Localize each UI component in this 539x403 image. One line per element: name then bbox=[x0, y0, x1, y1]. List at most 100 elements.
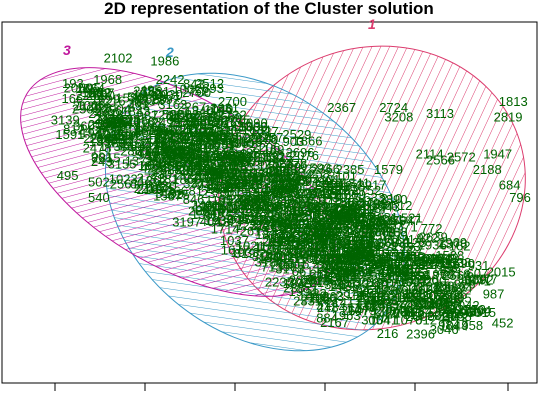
point-mark: 1634 bbox=[242, 122, 271, 137]
point-mark: 1313 bbox=[272, 204, 301, 219]
point-mark: 732 bbox=[221, 148, 243, 163]
point-mark: 3003 bbox=[303, 187, 332, 202]
point-mark: 2775 bbox=[221, 112, 250, 127]
point-mark: 696 bbox=[193, 128, 215, 143]
point-mark: 665 bbox=[314, 239, 336, 254]
point-mark: 2982 bbox=[347, 225, 376, 240]
point-mark: 962 bbox=[89, 86, 111, 101]
point-mark: 2083 bbox=[201, 148, 230, 163]
point-mark: 2519 bbox=[182, 120, 211, 135]
point-mark: 192 bbox=[345, 198, 367, 213]
point-mark: 2810 bbox=[301, 272, 330, 287]
point-mark: 2463 bbox=[394, 305, 423, 320]
point-mark: 2857 bbox=[176, 167, 205, 182]
point-label-2: 1968 bbox=[93, 72, 122, 87]
point-mark: 1880 bbox=[148, 178, 177, 193]
point-mark: 1266 bbox=[159, 184, 188, 199]
point-mark: 2315 bbox=[286, 236, 315, 251]
point-mark: 2070 bbox=[365, 275, 394, 290]
point-mark: 1591 bbox=[55, 127, 84, 142]
point-mark: 1274 bbox=[366, 259, 395, 274]
point-mark: 987 bbox=[483, 287, 505, 302]
point-mark: 1939 bbox=[138, 158, 167, 173]
point-mark: 572 bbox=[131, 144, 153, 159]
point-label-29: 763 bbox=[353, 246, 375, 261]
point-mark: 965 bbox=[283, 260, 305, 275]
point-mark: 1348 bbox=[298, 247, 327, 262]
point-mark: 307 bbox=[388, 264, 410, 279]
point-mark: 1582 bbox=[262, 199, 291, 214]
point-mark: 222 bbox=[305, 286, 327, 301]
point-mark: 645 bbox=[407, 262, 429, 277]
point-mark: 3101 bbox=[328, 169, 357, 184]
point-mark: 1681 bbox=[106, 114, 135, 129]
point-mark: 2292 bbox=[350, 243, 379, 258]
point-mark: 2468 bbox=[94, 111, 123, 126]
point-mark: 1885 bbox=[369, 293, 398, 308]
point-mark: 2366 bbox=[311, 161, 340, 176]
point-mark: 992 bbox=[350, 242, 372, 257]
point-mark: 2419 bbox=[255, 213, 284, 228]
point-mark: 2526 bbox=[139, 136, 168, 151]
point-mark: 989 bbox=[137, 148, 159, 163]
point-mark: 255 bbox=[327, 210, 349, 225]
point-mark: 1366 bbox=[262, 181, 291, 196]
point-mark: 187 bbox=[367, 201, 389, 216]
point-mark: 1343 bbox=[264, 180, 293, 195]
point-mark: 1525 bbox=[98, 115, 127, 130]
point-mark: 1723 bbox=[388, 255, 417, 270]
point-mark: 1971 bbox=[381, 228, 410, 243]
point-mark: 2217 bbox=[357, 290, 386, 305]
point-mark: 129 bbox=[404, 285, 426, 300]
point-mark: 2703 bbox=[385, 262, 414, 277]
point-mark: 290 bbox=[268, 164, 290, 179]
point-mark: 414 bbox=[438, 311, 460, 326]
point-mark: 609 bbox=[140, 159, 162, 174]
point-mark: 2885 bbox=[318, 212, 347, 227]
point-mark: 2305 bbox=[443, 291, 472, 306]
point-mark: 1058 bbox=[143, 180, 172, 195]
point-mark: 1873 bbox=[457, 302, 486, 317]
point-mark: 2160 bbox=[271, 171, 300, 186]
point-mark: 2745 bbox=[343, 222, 372, 237]
point-mark: 1590 bbox=[198, 131, 227, 146]
point-label-24: 2483 bbox=[358, 196, 387, 211]
point-mark: 1374 bbox=[282, 195, 311, 210]
point-mark: 2602 bbox=[170, 107, 199, 122]
point-mark: 2136 bbox=[207, 177, 236, 192]
point-mark: 749 bbox=[431, 252, 453, 267]
point-mark: 952 bbox=[188, 158, 210, 173]
point-mark: 197 bbox=[324, 176, 346, 191]
point-mark: 361 bbox=[127, 96, 149, 111]
point-label-11: 2819 bbox=[494, 109, 523, 124]
point-mark: 2735 bbox=[167, 146, 196, 161]
point-mark: 2499 bbox=[152, 115, 181, 130]
point-mark: 324 bbox=[348, 246, 370, 261]
point-mark: 3197 bbox=[172, 215, 201, 230]
point-mark: 140 bbox=[155, 124, 177, 139]
point-mark: 2115 bbox=[310, 266, 338, 281]
point-mark: 2292 bbox=[216, 179, 245, 194]
point-mark: 2458 bbox=[186, 110, 215, 125]
point-mark: 1809 bbox=[358, 217, 387, 232]
point-mark: 1147 bbox=[348, 300, 376, 315]
point-mark: 1113 bbox=[140, 138, 167, 153]
point-mark: 2014 bbox=[304, 222, 333, 237]
point-mark: 609 bbox=[130, 176, 152, 191]
point-mark: 1274 bbox=[425, 252, 454, 267]
point-mark: 1714 bbox=[211, 221, 240, 236]
point-mark: 947 bbox=[399, 213, 421, 228]
point-mark: 350 bbox=[114, 128, 136, 143]
point-mark: 1040 bbox=[133, 86, 162, 101]
point-mark: 2110 bbox=[312, 224, 340, 239]
point-mark: 830 bbox=[217, 124, 239, 139]
point-mark: 2478 bbox=[281, 173, 310, 188]
point-mark: 3194 bbox=[255, 254, 284, 269]
point-mark: 1227 bbox=[235, 218, 264, 233]
cluster-label-1: 1 bbox=[368, 16, 376, 32]
point-mark: 1901 bbox=[152, 88, 181, 103]
point-mark: 2943 bbox=[342, 237, 371, 252]
point-mark: 1364 bbox=[346, 233, 375, 248]
point-mark: 546 bbox=[440, 293, 462, 308]
point-mark: 597 bbox=[224, 130, 246, 145]
